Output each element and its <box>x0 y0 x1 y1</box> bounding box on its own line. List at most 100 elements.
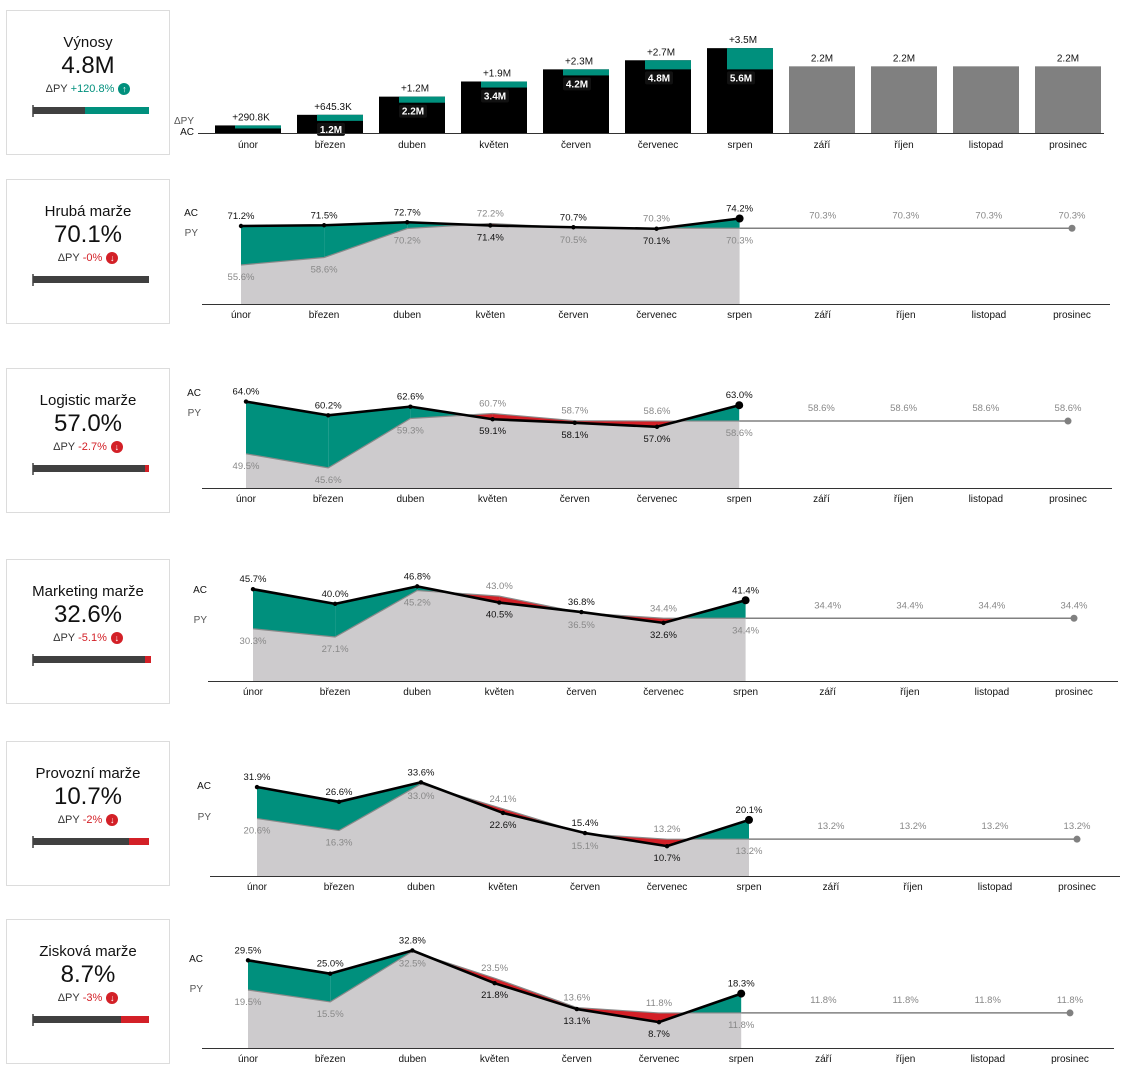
bar-value-label: 4.8M <box>648 73 670 84</box>
kpi-card-revenue: Výnosy 4.8M ΔPY +120.8% ↑ <box>6 10 170 155</box>
ac-value-label: 32.6% <box>650 630 677 641</box>
x-tick-label: květen <box>480 1054 509 1065</box>
x-tick-label: listopad <box>975 687 1009 698</box>
ac-point <box>408 404 413 409</box>
ac-value-label: 45.7% <box>240 574 267 585</box>
x-tick-label: květen <box>479 140 508 151</box>
py-area <box>248 951 742 1048</box>
ac-row-label: AC <box>180 127 194 138</box>
py-value-label: 11.8% <box>646 998 673 1009</box>
py-value-label: 72.2% <box>477 209 504 220</box>
ac-value-label: 58.1% <box>561 430 588 441</box>
x-tick-label: říjen <box>903 882 922 893</box>
plan-value-label: 11.8% <box>1057 995 1084 1006</box>
bar-delta-label: +645.3K <box>314 102 352 113</box>
ac-value-label: 21.8% <box>481 990 508 1001</box>
kpi-value: 57.0% <box>53 410 123 437</box>
bar-delta-label: +2.3M <box>565 56 593 67</box>
plan-value-label: 34.4% <box>978 600 1005 611</box>
ac-value-label: 71.5% <box>311 210 338 221</box>
plan-value-label: 70.3% <box>892 210 919 221</box>
ac-point <box>490 417 495 422</box>
ac-point <box>661 620 666 626</box>
x-tick-label: únor <box>238 140 259 151</box>
ac-point <box>328 971 333 976</box>
ac-value-label: 29.5% <box>235 945 262 956</box>
kpi-bullet <box>32 105 149 117</box>
ac-point <box>579 609 584 615</box>
bar-value-badge <box>727 71 755 85</box>
bar-plan <box>1035 66 1101 133</box>
ac-point <box>745 815 753 824</box>
py-value-label: 36.5% <box>568 620 595 631</box>
ac-point <box>497 600 502 605</box>
kpi-bullet <box>32 463 149 475</box>
ac-value-label: 63.0% <box>726 390 753 401</box>
x-tick-label: květen <box>488 882 517 893</box>
ac-value-label: 10.7% <box>654 853 681 864</box>
ac-value-label: 31.9% <box>244 772 271 783</box>
py-line <box>245 412 740 469</box>
plan-value-label: 13.2% <box>900 821 927 832</box>
py-value-label: 33.0% <box>408 791 435 802</box>
kpi-bullet <box>32 1014 149 1026</box>
bar-value-label: 2.2M <box>402 107 424 118</box>
kpi-title: Marketing marže <box>32 583 144 600</box>
x-tick-label: srpen <box>736 882 761 893</box>
ac-value-label: 46.8% <box>404 571 431 582</box>
py-value-label: 30.3% <box>240 636 267 647</box>
x-tick-label: prosinec <box>1051 1054 1089 1065</box>
x-tick-label: srpen <box>733 687 758 698</box>
kpi-delta-value: -3% <box>82 992 103 1004</box>
py-value-label: 16.3% <box>326 838 353 849</box>
bar-delta-py <box>481 81 527 88</box>
bar-value-label: 5.6M <box>730 73 752 84</box>
py-row-label: PY <box>194 615 208 626</box>
ac-value-label: 41.4% <box>732 585 759 596</box>
x-tick-label: duben <box>398 1054 426 1065</box>
plan-end-marker <box>1068 224 1076 232</box>
ac-point <box>500 810 506 816</box>
kpi-title: Provozní marže <box>35 765 141 782</box>
ac-point <box>243 399 249 404</box>
x-tick-label: březen <box>324 882 355 893</box>
x-tick-label: červen <box>558 310 588 321</box>
bar-delta-py <box>645 60 691 70</box>
ac-value-label: 25.0% <box>317 959 344 970</box>
ac-value-label: 15.4% <box>572 818 599 829</box>
bar-delta-label: +1.9M <box>483 68 511 79</box>
x-tick-label: duben <box>403 687 431 698</box>
x-tick-label: červen <box>566 687 596 698</box>
x-tick-label: duben <box>407 882 435 893</box>
ac-point <box>656 1019 662 1025</box>
kpi-card-ziskova-marze: Zisková marže 8.7% ΔPY -3% ↓ <box>6 919 170 1064</box>
py-value-label: 45.2% <box>404 597 431 608</box>
py-value-label: 58.6% <box>311 265 338 276</box>
x-tick-label: říjen <box>900 687 919 698</box>
ac-value-label: 59.1% <box>479 426 506 437</box>
py-value-label: 59.3% <box>397 426 424 437</box>
bar-value-badge <box>481 89 509 103</box>
plan-value-label: 34.4% <box>814 600 841 611</box>
kpi-delta: ΔPY +120.8% ↑ <box>7 83 169 95</box>
plan-value-label: 70.3% <box>809 210 836 221</box>
ac-value-label: 26.6% <box>326 787 353 798</box>
py-value-label: 23.5% <box>481 963 508 974</box>
ac-row-label: AC <box>184 208 198 219</box>
kpi-bullet <box>32 654 151 666</box>
x-tick-label: listopad <box>969 140 1003 151</box>
py-value-label: 13.6% <box>563 993 590 1004</box>
kpi-delta-value: -2.7% <box>78 441 107 453</box>
x-tick-label: červenec <box>638 140 679 151</box>
ac-point <box>582 830 588 836</box>
x-tick-label: červen <box>560 494 590 505</box>
bar-ac <box>625 60 691 133</box>
kpi-delta-value: +120.8% <box>70 83 115 95</box>
ac-value-label: 60.2% <box>315 400 342 411</box>
arrow-down-icon: ↓ <box>110 441 123 453</box>
ac-point <box>735 214 744 223</box>
ac-value-label: 33.6% <box>408 767 435 778</box>
plan-value-label: 11.8% <box>892 995 919 1006</box>
x-tick-label: červenec <box>639 1054 680 1065</box>
